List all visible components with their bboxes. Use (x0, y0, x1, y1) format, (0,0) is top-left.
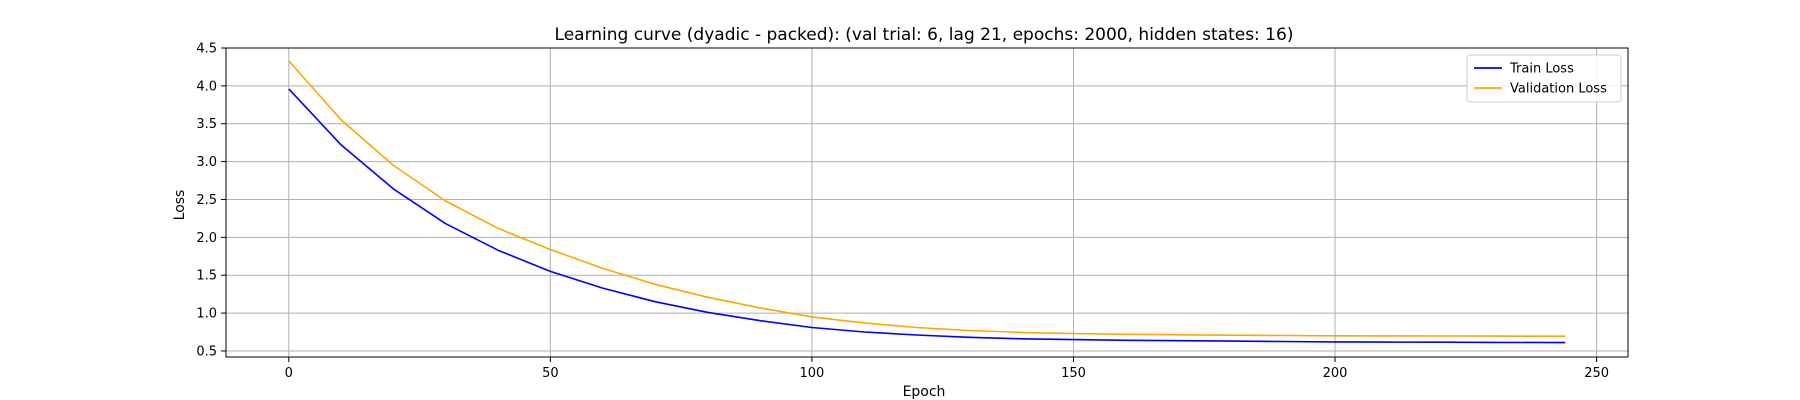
y-tick-label: 0.5 (196, 344, 217, 359)
y-tick-label: 1.5 (196, 269, 217, 284)
y-axis-title: Loss (172, 190, 188, 221)
series-line-validation-loss (288, 60, 1566, 338)
x-tick-label: 50 (542, 366, 559, 381)
y-tick-label: 3.0 (196, 155, 217, 170)
chart-title: Learning curve (dyadic - packed): (val t… (555, 25, 1294, 45)
y-tick-label: 3.5 (196, 117, 217, 132)
plot-frame (225, 47, 1629, 358)
y-axis: 0.5 1.0 1.5 2.0 2.5 3.0 3.5 4.0 4.5 (196, 42, 226, 359)
y-tick-label: 2.0 (196, 231, 217, 246)
x-axis: 0 50 100 150 200 250 (285, 357, 1609, 381)
y-tick-label: 4.0 (196, 79, 217, 94)
legend-label: Validation Loss (1510, 82, 1607, 97)
legend-label: Train Loss (1509, 62, 1574, 77)
legend: Train Loss Validation Loss (1466, 54, 1622, 103)
x-tick-label: 100 (799, 366, 824, 381)
series-line-train-loss (288, 88, 1566, 344)
y-tick-label: 4.5 (196, 42, 217, 57)
x-tick-label: 200 (1323, 366, 1348, 381)
grid (226, 47, 1628, 357)
legend-box (1466, 54, 1622, 103)
x-tick-label: 250 (1584, 366, 1609, 381)
x-axis-title: Epoch (903, 384, 946, 400)
x-tick-label: 0 (285, 366, 293, 381)
y-tick-label: 2.5 (196, 193, 217, 208)
y-tick-label: 1.0 (196, 307, 217, 322)
series-layer (288, 60, 1566, 344)
x-tick-label: 150 (1061, 366, 1086, 381)
